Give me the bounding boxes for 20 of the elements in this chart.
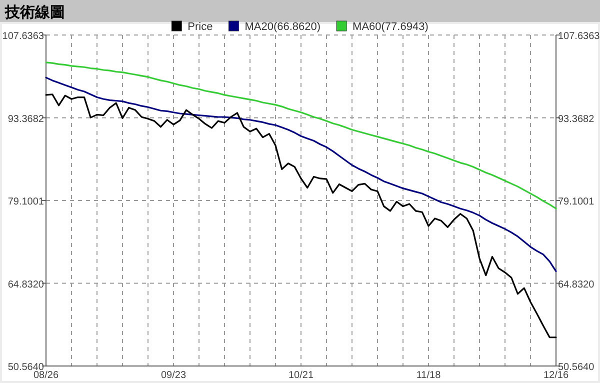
y2-tick-label: 93.3682 — [558, 114, 595, 125]
line-series — [45, 76, 557, 272]
x-tick-label: 11/18 — [416, 370, 442, 381]
x-tick-label: 12/16 — [543, 370, 569, 381]
y-tick-label: 79.1001 — [8, 196, 44, 208]
y2-tick-label: 107.6363 — [558, 31, 600, 42]
y2-tick-label: 79.1001 — [558, 196, 595, 208]
x-tick-label: 08/26 — [33, 370, 59, 381]
line-series — [45, 62, 557, 210]
y2-tick-label: 64.8320 — [558, 279, 595, 290]
x-tick-label: 10/21 — [288, 370, 314, 381]
legend-label: Price — [188, 21, 213, 33]
chart-title: 技術線圖 — [4, 3, 65, 21]
legend-label: MA60(77.6943) — [352, 21, 428, 33]
y-tick-label: 64.8320 — [8, 279, 44, 290]
legend-label: MA20(66.8620) — [244, 21, 321, 33]
y-tick-label: 107.6363 — [2, 31, 44, 42]
y-tick-label: 93.3682 — [8, 114, 44, 125]
x-tick-label: 09/23 — [160, 370, 186, 381]
line-series — [45, 94, 557, 338]
